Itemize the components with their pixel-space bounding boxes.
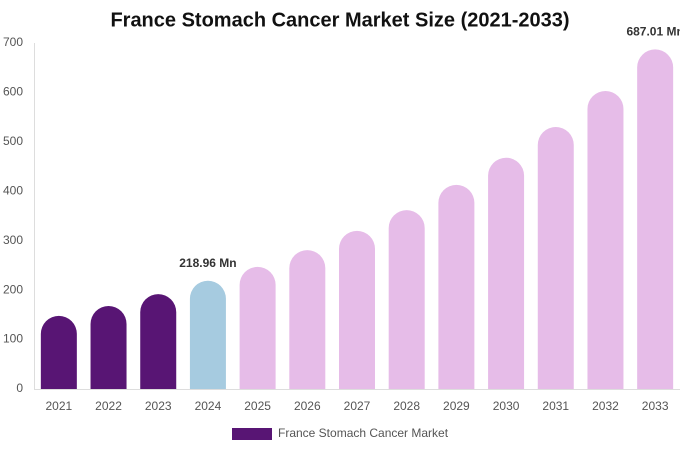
bar <box>189 280 226 389</box>
bar <box>40 315 77 389</box>
y-tick-label: 200 <box>3 282 23 296</box>
x-tick-label: 2027 <box>344 399 371 413</box>
y-tick-label: 100 <box>3 332 23 346</box>
x-tick-label: 2024 <box>195 399 222 413</box>
x-tick-label: 2025 <box>244 399 271 413</box>
bar <box>587 90 624 390</box>
x-tick-label: 2033 <box>642 399 669 413</box>
bar <box>488 157 525 389</box>
bar <box>438 184 475 389</box>
x-tick-label: 2032 <box>592 399 619 413</box>
bar <box>289 250 326 389</box>
x-tick-label: 2026 <box>294 399 321 413</box>
bar <box>239 266 276 389</box>
x-tick-label: 2023 <box>145 399 172 413</box>
value-label: 218.96 Mn <box>179 256 236 270</box>
legend-swatch <box>232 428 272 440</box>
y-tick-label: 600 <box>3 85 23 99</box>
x-tick-label: 2021 <box>45 399 72 413</box>
bar <box>339 230 375 389</box>
x-tick-label: 2029 <box>443 399 470 413</box>
bar <box>140 294 177 389</box>
x-tick-label: 2022 <box>95 399 122 413</box>
x-tick-label: 2030 <box>493 399 520 413</box>
x-tick-label: 2031 <box>542 399 569 413</box>
x-tick-label: 2028 <box>393 399 420 413</box>
y-tick-label: 300 <box>3 233 23 247</box>
value-label: 687.01 Mn <box>626 25 680 39</box>
y-tick-label: 0 <box>16 381 23 395</box>
bar <box>90 305 127 389</box>
bar <box>637 49 674 389</box>
y-tick-label: 700 <box>3 35 23 49</box>
y-tick-label: 500 <box>3 134 23 148</box>
chart-title: France Stomach Cancer Market Size (2021-… <box>110 9 569 31</box>
legend-label: France Stomach Cancer Market <box>278 426 449 440</box>
bar <box>537 127 574 389</box>
y-tick-label: 400 <box>3 183 23 197</box>
bar <box>388 210 425 389</box>
